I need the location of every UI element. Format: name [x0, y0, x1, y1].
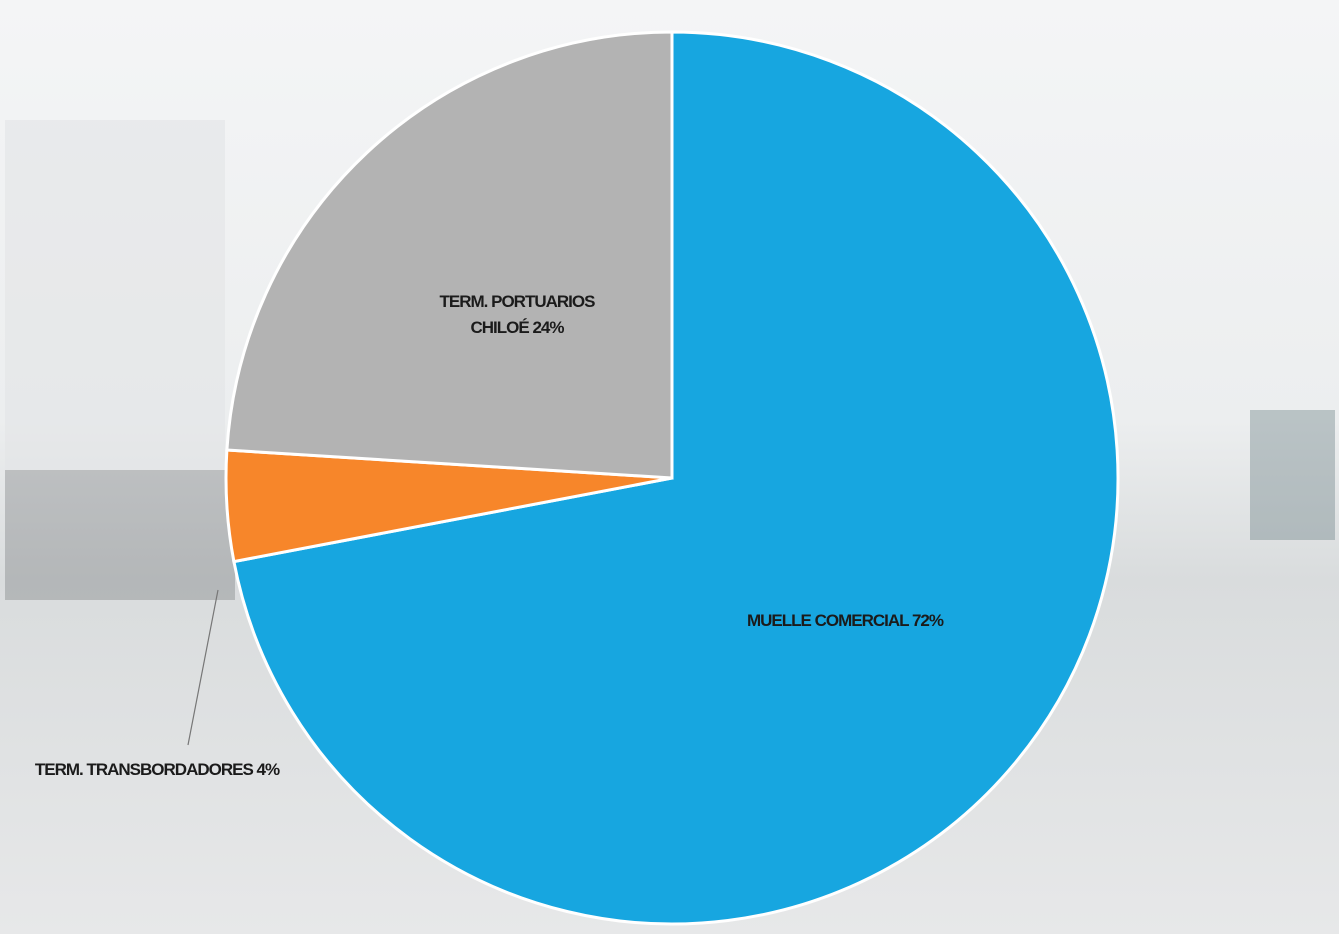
slice-label: MUELLE COMERCIAL 72%	[695, 608, 995, 634]
leader-line	[187, 589, 219, 746]
slice-label: TERM. PORTUARIOS CHILOÉ 24%	[417, 289, 617, 341]
category-label: TERM. TRANSBORDADORES	[34, 760, 254, 779]
bg-ship-hull	[5, 470, 235, 600]
bg-ship	[5, 120, 225, 470]
category-label: TERM. PORTUARIOS CHILOÉ	[439, 292, 596, 337]
category-label: MUELLE COMERCIAL	[746, 611, 909, 630]
value-label: 4%	[256, 760, 281, 779]
value-label: 72%	[911, 611, 944, 630]
value-label: 24%	[532, 318, 564, 337]
pie-slice	[225, 30, 674, 480]
bg-structure	[1250, 410, 1335, 540]
pie-slice	[232, 30, 1120, 926]
slice-label: TERM. TRANSBORDADORES 4%	[22, 757, 292, 783]
